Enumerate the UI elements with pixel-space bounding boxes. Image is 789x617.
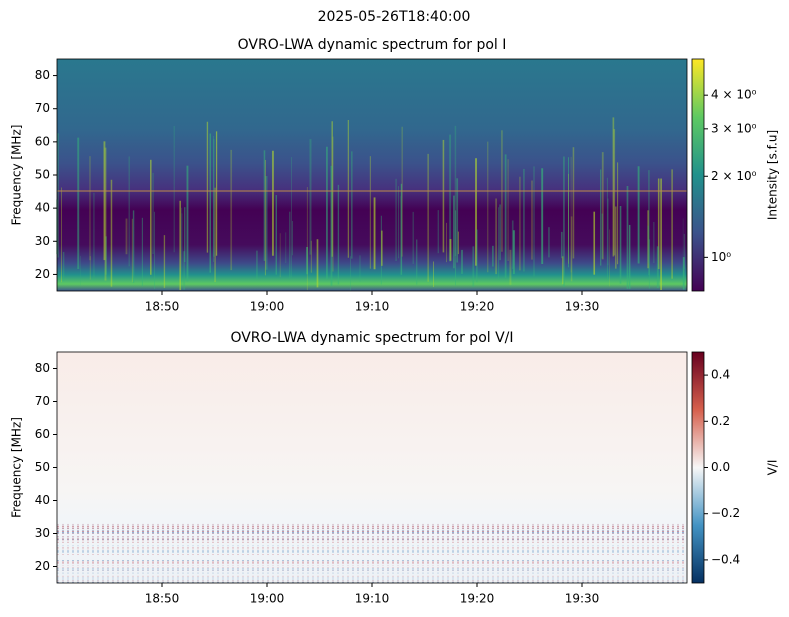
colorbar-tick-label: 0.4 bbox=[711, 368, 730, 382]
y-tick-label: 70 bbox=[35, 394, 50, 408]
spectrum-image bbox=[57, 59, 687, 291]
y-tick-label: 40 bbox=[35, 201, 50, 215]
x-tick-label: 19:30 bbox=[565, 300, 600, 314]
colorbar bbox=[691, 58, 705, 292]
colorbar-tick-label: −0.4 bbox=[711, 552, 740, 566]
colorbar-tick-label: 0.2 bbox=[711, 414, 730, 428]
figure-title: 2025-05-26T18:40:00 bbox=[318, 9, 471, 25]
y-tick-label: 20 bbox=[35, 267, 50, 281]
y-tick-label: 40 bbox=[35, 493, 50, 507]
y-tick-label: 30 bbox=[35, 234, 50, 248]
y-tick-label: 60 bbox=[35, 427, 50, 441]
axes-title: OVRO-LWA dynamic spectrum for pol I bbox=[238, 37, 507, 53]
x-tick-label: 19:20 bbox=[460, 300, 495, 314]
colorbar-tick-label: 10⁰ bbox=[711, 250, 731, 264]
axes-title: OVRO-LWA dynamic spectrum for pol V/I bbox=[230, 330, 513, 346]
x-tick-label: 19:20 bbox=[460, 592, 495, 606]
y-tick-label: 30 bbox=[35, 526, 50, 540]
colorbar-tick-label: 0.0 bbox=[711, 460, 730, 474]
y-axis-label: Frequency [MHz] bbox=[10, 125, 24, 226]
colorbar-label: V/I bbox=[766, 460, 780, 476]
colorbar-tick-label: −0.2 bbox=[711, 506, 740, 520]
x-tick-label: 19:10 bbox=[355, 300, 390, 314]
y-tick-label: 20 bbox=[35, 559, 50, 573]
x-tick-label: 18:50 bbox=[145, 300, 180, 314]
colorbar bbox=[691, 351, 705, 584]
y-tick-label: 80 bbox=[35, 68, 50, 82]
colorbar-label: Intensity [s.f.u] bbox=[766, 130, 780, 220]
x-tick-label: 19:30 bbox=[565, 592, 600, 606]
x-tick-label: 18:50 bbox=[145, 592, 180, 606]
colorbar-tick-label: 4 × 10⁰ bbox=[711, 88, 757, 102]
y-tick-label: 50 bbox=[35, 168, 50, 182]
y-axis-label: Frequency [MHz] bbox=[10, 417, 24, 518]
y-tick-label: 80 bbox=[35, 361, 50, 375]
x-tick-label: 19:00 bbox=[250, 592, 285, 606]
colorbar-tick-label: 3 × 10⁰ bbox=[711, 121, 757, 135]
x-tick-label: 19:10 bbox=[355, 592, 390, 606]
spectrum-image bbox=[57, 352, 687, 583]
y-tick-label: 70 bbox=[35, 101, 50, 115]
colorbar-tick-label: 2 × 10⁰ bbox=[711, 169, 757, 183]
y-tick-label: 50 bbox=[35, 460, 50, 474]
y-tick-label: 60 bbox=[35, 134, 50, 148]
x-tick-label: 19:00 bbox=[250, 300, 285, 314]
